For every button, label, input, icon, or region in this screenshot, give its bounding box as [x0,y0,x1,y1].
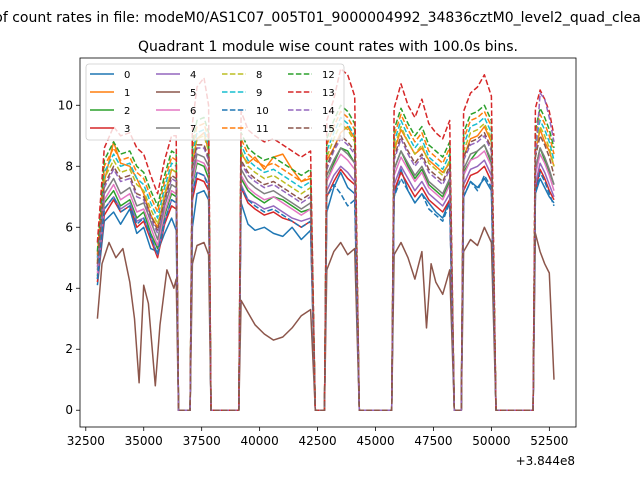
legend-label-12: 12 [322,70,335,81]
x-tick-label: 32500 [67,434,105,448]
legend-box [85,63,345,141]
legend-label-8: 8 [256,70,262,81]
x-tick-label: 47500 [414,434,452,448]
legend-label-9: 9 [256,88,262,99]
legend-label-4: 4 [190,70,196,81]
legend-label-5: 5 [190,88,196,99]
y-axis: 0 2 4 6 8 10 [58,98,80,417]
series-line-8 [96,122,555,411]
y-tick-label: 0 [65,403,73,417]
x-tick-label: 40000 [241,434,279,448]
y-tick-label: 4 [65,281,73,295]
legend-label-0: 0 [124,70,130,81]
x-tick-label: 42500 [298,434,336,448]
series-line-15 [96,131,555,411]
legend-label-1: 1 [124,88,130,99]
y-tick-label: 10 [58,98,73,112]
x-axis: 32500 35000 37500 40000 42500 45000 47500 50000… [67,427,568,448]
legend-label-11: 11 [256,124,269,135]
x-offset-label: +3.844e8 [516,454,575,468]
x-tick-label: 52500 [530,434,568,448]
legend-label-10: 10 [256,106,269,117]
legend-label-3: 3 [124,124,130,135]
legend-label-6: 6 [190,106,196,117]
y-tick-label: 2 [65,342,73,356]
legend-label-14: 14 [322,106,335,117]
y-tick-label: 8 [65,159,73,173]
figure-suptitle: Plot of count rates in file: modeM0/AS1C… [0,10,640,26]
axes-title: Quadrant 1 module wise count rates with … [138,39,518,55]
y-tick-label: 6 [65,220,73,234]
series-layer [96,67,555,411]
x-tick-label: 37500 [183,434,221,448]
x-tick-label: 35000 [125,434,163,448]
legend-label-2: 2 [124,106,130,117]
x-tick-label: 45000 [356,434,394,448]
legend-label-13: 13 [322,88,335,99]
x-tick-label: 50000 [472,434,510,448]
legend-label-7: 7 [190,124,196,135]
legend-label-15: 15 [322,124,335,135]
plot-frame [79,57,577,428]
